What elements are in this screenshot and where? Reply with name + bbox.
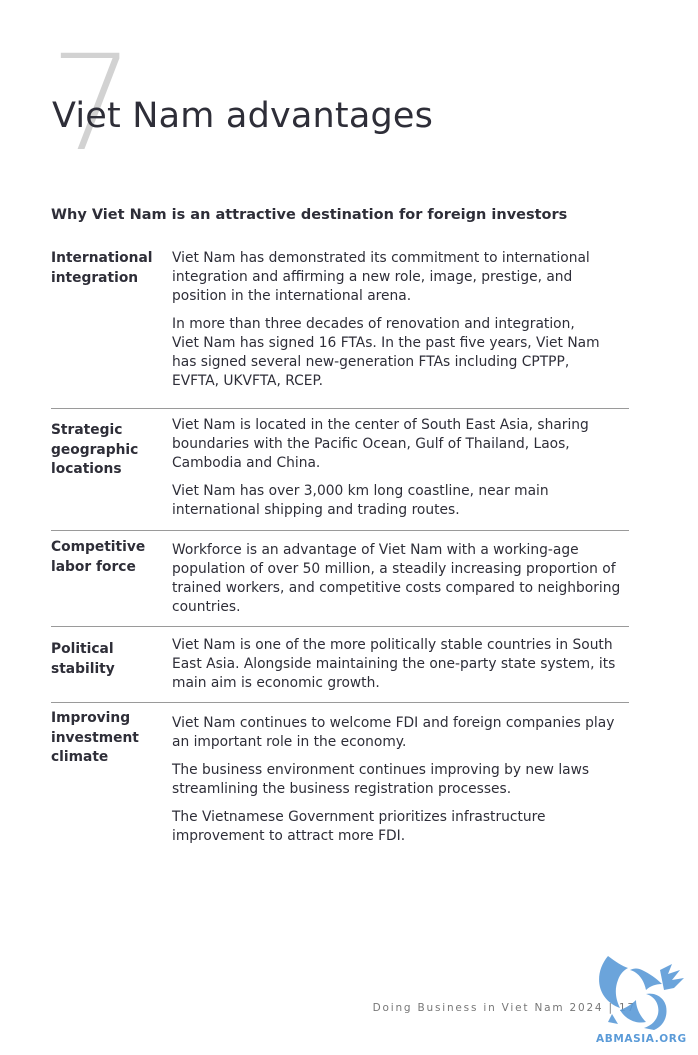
- row-paragraph: Viet Nam is located in the center of Sou…: [172, 417, 589, 471]
- row-paragraph: Viet Nam is one of the more politically …: [172, 637, 616, 691]
- row-content: Workforce is an advantage of Viet Nam wi…: [172, 541, 628, 626]
- chapter-number: 7: [50, 27, 134, 181]
- watermark-logo: ABMASIA.ORG: [594, 950, 694, 1050]
- advantage-row-international-integration: International integration Viet Nam has d…: [51, 248, 629, 409]
- advantage-row-strategic-locations: Strategic geographic locations Viet Nam …: [51, 416, 629, 531]
- row-content: Viet Nam continues to welcome FDI and fo…: [172, 714, 628, 855]
- row-content: Viet Nam is located in the center of Sou…: [172, 416, 628, 529]
- watermark-text: ABMASIA.ORG: [596, 1033, 687, 1045]
- advantage-row-competitive-labor: Competitive labor force Workforce is an …: [51, 538, 629, 627]
- advantage-row-investment-climate: Improving investment climate Viet Nam co…: [51, 709, 629, 859]
- row-content: Viet Nam is one of the more politically …: [172, 636, 628, 702]
- row-paragraph: The business environment continues impro…: [172, 762, 590, 797]
- row-label: Competitive labor force: [51, 539, 146, 575]
- row-paragraph: The Vietnamese Government prioritizes in…: [172, 809, 546, 844]
- section-subtitle: Why Viet Nam is an attractive destinatio…: [51, 207, 568, 223]
- bird-logo-icon: ABMASIA.ORG: [596, 956, 687, 1045]
- row-label: Political stability: [51, 641, 115, 677]
- row-content: Viet Nam has demonstrated its commitment…: [172, 249, 628, 400]
- page-title: Viet Nam advantages: [52, 96, 434, 136]
- row-paragraph: In more than three decades of renovation…: [172, 316, 600, 389]
- row-label: Strategic geographic locations: [51, 422, 139, 477]
- row-label: International integration: [51, 250, 153, 286]
- row-paragraph: Viet Nam has over 3,000 km long coastlin…: [172, 483, 549, 518]
- page-footer: Doing Business in Viet Nam 2024 | 17: [372, 1002, 636, 1014]
- row-paragraph: Workforce is an advantage of Viet Nam wi…: [172, 542, 621, 615]
- row-paragraph: Viet Nam continues to welcome FDI and fo…: [172, 715, 615, 750]
- row-label: Improving investment climate: [51, 710, 139, 765]
- advantage-row-political-stability: Political stability Viet Nam is one of t…: [51, 636, 629, 703]
- row-paragraph: Viet Nam has demonstrated its commitment…: [172, 250, 590, 304]
